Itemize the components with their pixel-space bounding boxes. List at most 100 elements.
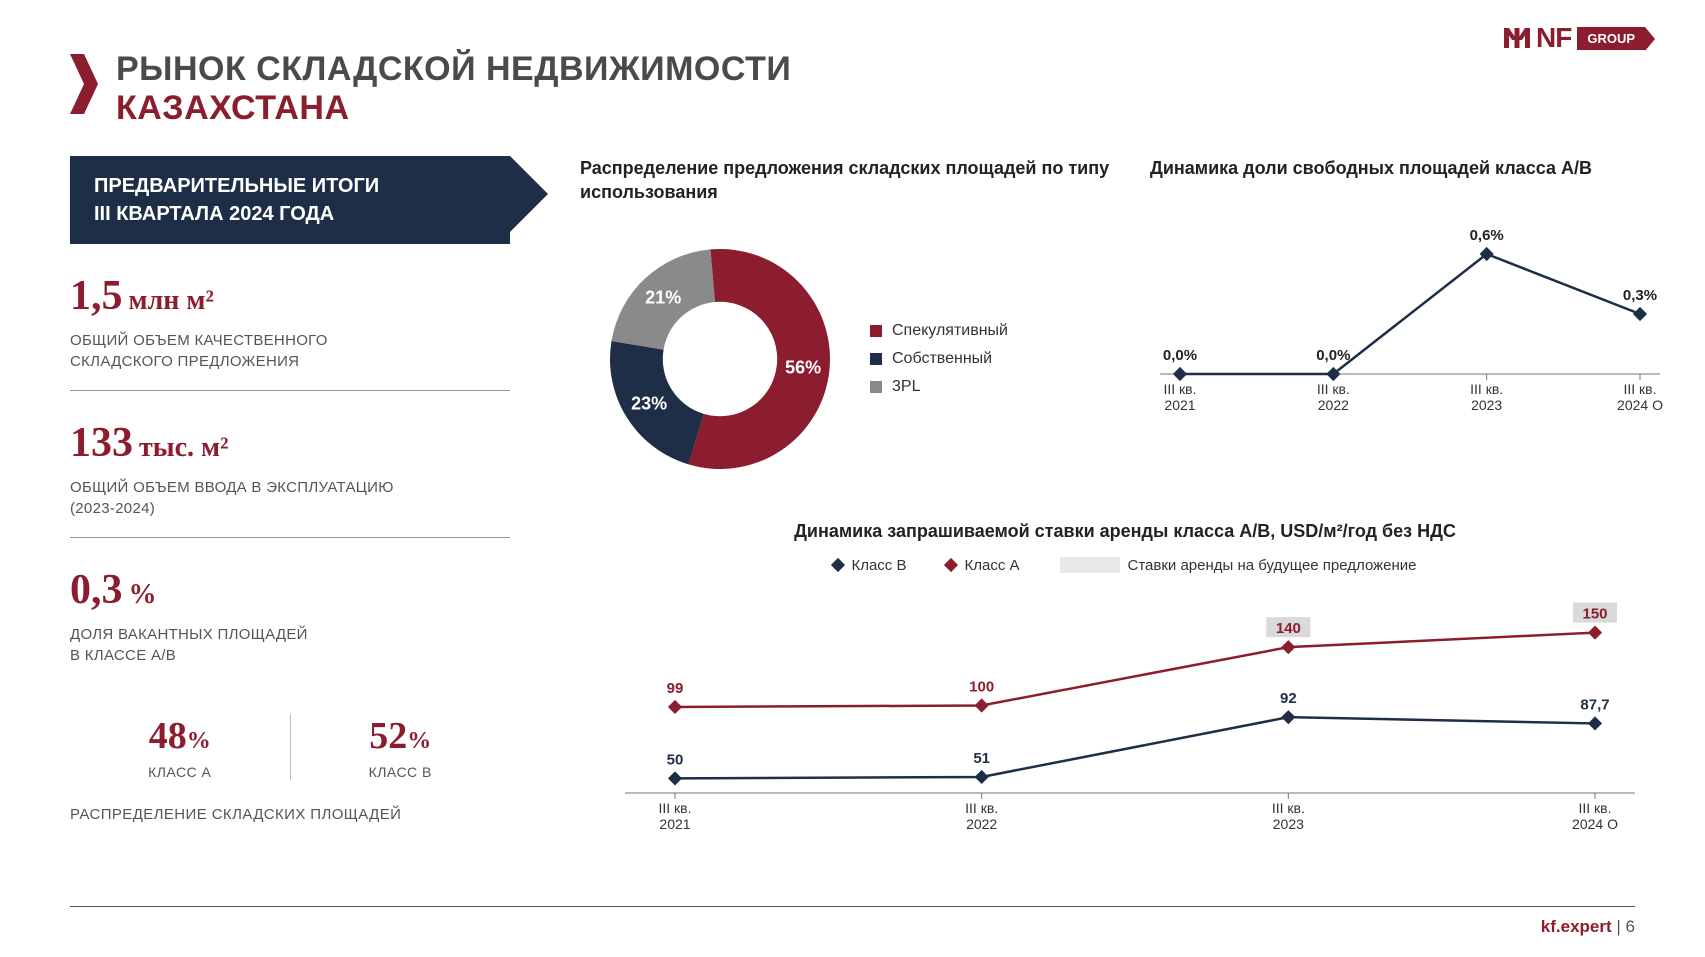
- axis-tick-label: 2023: [1471, 397, 1502, 413]
- donut-svg: 56% 23% 21%: [580, 219, 860, 499]
- data-marker: [975, 770, 989, 784]
- data-marker: [668, 700, 682, 714]
- content-area: ПРЕДВАРИТЕЛЬНЫЕ ИТОГИ III КВАРТАЛА 2024 …: [70, 156, 1635, 896]
- donut-chart-box: Распределение предложения складских площ…: [580, 156, 1120, 499]
- logo-group-tag: GROUP: [1577, 27, 1645, 50]
- axis-tick-label: 2022: [1318, 397, 1349, 413]
- footer-sep: |: [1612, 917, 1626, 936]
- legend-item-future: Ставки аренды на будущее предложение: [1060, 557, 1417, 574]
- donut-slice-label: 21%: [645, 287, 681, 307]
- donut-slice-label: 56%: [785, 357, 821, 377]
- rent-series-line: [675, 717, 1595, 778]
- legend-label: 3PL: [892, 378, 920, 396]
- data-label: 0,3%: [1623, 287, 1657, 304]
- results-ribbon: ПРЕДВАРИТЕЛЬНЫЕ ИТОГИ III КВАРТАЛА 2024 …: [70, 156, 510, 244]
- stat-block: 133тыс. м²ОБЩИЙ ОБЪЕМ ВВОДА В ЭКСПЛУАТАЦ…: [70, 419, 510, 538]
- axis-tick-label: III кв.: [1163, 381, 1196, 397]
- stat-block: 0,3% ДОЛЯ ВАКАНТНЫХ ПЛОЩАДЕЙВ КЛАССЕ А/В: [70, 566, 510, 684]
- donut-title: Распределение предложения складских площ…: [580, 156, 1120, 205]
- legend-label: Собственный: [892, 350, 992, 368]
- page-title: РЫНОК СКЛАДСКОЙ НЕДВИЖИМОСТИ КАЗАХСТАНА: [70, 50, 1635, 128]
- logo-m-icon: [1504, 24, 1530, 52]
- data-label: 0,0%: [1163, 347, 1197, 364]
- data-label: 92: [1280, 690, 1297, 707]
- rent-svg: III кв.2021III кв.2022III кв.2023III кв.…: [580, 588, 1670, 848]
- donut-slice-label: 23%: [631, 393, 667, 413]
- class-b-pct: 52%: [291, 714, 511, 758]
- axis-tick-label: 2024 О: [1572, 816, 1618, 832]
- class-a-label: КЛАСС А: [70, 764, 290, 780]
- logo-nf-text: NF: [1536, 22, 1571, 54]
- data-marker: [975, 698, 989, 712]
- legend-swatch: [870, 381, 882, 393]
- data-marker: [668, 771, 682, 785]
- ribbon-line-1: ПРЕДВАРИТЕЛЬНЫЕ ИТОГИ: [94, 172, 470, 200]
- legend-item: Класс А: [946, 557, 1019, 574]
- stat-number: 133: [70, 420, 133, 466]
- class-b-cell: 52% КЛАСС В: [291, 714, 511, 780]
- legend-item: Класс B: [833, 557, 906, 574]
- rent-title: Динамика запрашиваемой ставки аренды кла…: [580, 519, 1670, 543]
- legend-swatch: [870, 325, 882, 337]
- title-line-2: КАЗАХСТАНА: [116, 89, 791, 128]
- stat-unit: %: [129, 579, 157, 610]
- axis-tick-label: III кв.: [1623, 381, 1656, 397]
- data-marker: [1281, 710, 1295, 724]
- data-marker: [1588, 625, 1602, 639]
- axis-tick-label: III кв.: [658, 800, 691, 816]
- legend-swatch: [870, 353, 882, 365]
- stat-unit: млн м²: [129, 285, 214, 316]
- axis-tick-label: 2021: [659, 816, 690, 832]
- legend-label: Класс B: [851, 557, 906, 574]
- left-column: ПРЕДВАРИТЕЛЬНЫЕ ИТОГИ III КВАРТАЛА 2024 …: [70, 156, 550, 896]
- data-label: 150: [1582, 605, 1607, 622]
- data-label: 87,7: [1580, 696, 1609, 713]
- vacancy-chart-box: Динамика доли свободных площадей класса …: [1150, 156, 1670, 499]
- legend-label: Класс А: [964, 557, 1019, 574]
- page-footer: kf.expert | 6: [70, 906, 1635, 937]
- brand-logo: NF GROUP: [1504, 22, 1645, 54]
- right-column: Распределение предложения складских площ…: [550, 156, 1670, 896]
- data-label: 140: [1276, 620, 1301, 637]
- stat-label: ДОЛЯ ВАКАНТНЫХ ПЛОЩАДЕЙВ КЛАССЕ А/В: [70, 624, 510, 666]
- legend-item: Собственный: [870, 350, 1008, 368]
- title-line-1: РЫНОК СКЛАДСКОЙ НЕДВИЖИМОСТИ: [116, 50, 791, 89]
- class-a-pct: 48%: [70, 714, 290, 758]
- data-label: 51: [973, 750, 990, 767]
- data-marker: [1588, 716, 1602, 730]
- data-marker: [1633, 307, 1647, 321]
- stat-block: 1,5млн м²ОБЩИЙ ОБЪЕМ КАЧЕСТВЕННОГОСКЛАДС…: [70, 272, 510, 391]
- footer-site: kf.expert: [1541, 917, 1612, 936]
- top-charts-row: Распределение предложения складских площ…: [580, 156, 1670, 499]
- data-label: 0,0%: [1316, 347, 1350, 364]
- axis-tick-label: 2021: [1164, 397, 1195, 413]
- stat-number: 0,3: [70, 567, 123, 613]
- legend-swatch: [1060, 557, 1120, 573]
- vacancy-svg: III кв.2021III кв.2022III кв.2023III кв.…: [1150, 194, 1670, 424]
- data-label: 99: [667, 680, 684, 697]
- axis-tick-label: 2022: [966, 816, 997, 832]
- ribbon-line-2: III КВАРТАЛА 2024 ГОДА: [94, 200, 470, 228]
- data-marker: [1173, 367, 1187, 381]
- axis-tick-label: III кв.: [1470, 381, 1503, 397]
- stat-label: ОБЩИЙ ОБЪЕМ ВВОДА В ЭКСПЛУАТАЦИЮ(2023-20…: [70, 477, 510, 519]
- vacancy-title: Динамика доли свободных площадей класса …: [1150, 156, 1670, 180]
- footer-page-num: 6: [1626, 917, 1635, 936]
- legend-marker-icon: [944, 558, 958, 572]
- axis-tick-label: 2023: [1273, 816, 1304, 832]
- class-a-cell: 48% КЛАСС А: [70, 714, 291, 780]
- axis-tick-label: III кв.: [965, 800, 998, 816]
- slide-page: NF GROUP РЫНОК СКЛАДСКОЙ НЕДВИЖИМОСТИ КА…: [0, 0, 1705, 957]
- class-split-caption: РАСПРЕДЕЛЕНИЕ СКЛАДСКИХ ПЛОЩАДЕЙ: [70, 806, 550, 823]
- class-a-value: 48: [149, 715, 187, 757]
- axis-tick-label: III кв.: [1578, 800, 1611, 816]
- axis-tick-label: III кв.: [1272, 800, 1305, 816]
- title-chevron-icon: [70, 54, 98, 114]
- vacancy-line: [1180, 254, 1640, 374]
- class-b-label: КЛАСС В: [291, 764, 511, 780]
- rent-chart-box: Динамика запрашиваемой ставки аренды кла…: [580, 519, 1670, 853]
- stats-container: 1,5млн м²ОБЩИЙ ОБЪЕМ КАЧЕСТВЕННОГОСКЛАДС…: [70, 272, 550, 684]
- legend-label: Спекулятивный: [892, 322, 1008, 340]
- legend-marker-icon: [831, 558, 845, 572]
- class-b-value: 52: [369, 715, 407, 757]
